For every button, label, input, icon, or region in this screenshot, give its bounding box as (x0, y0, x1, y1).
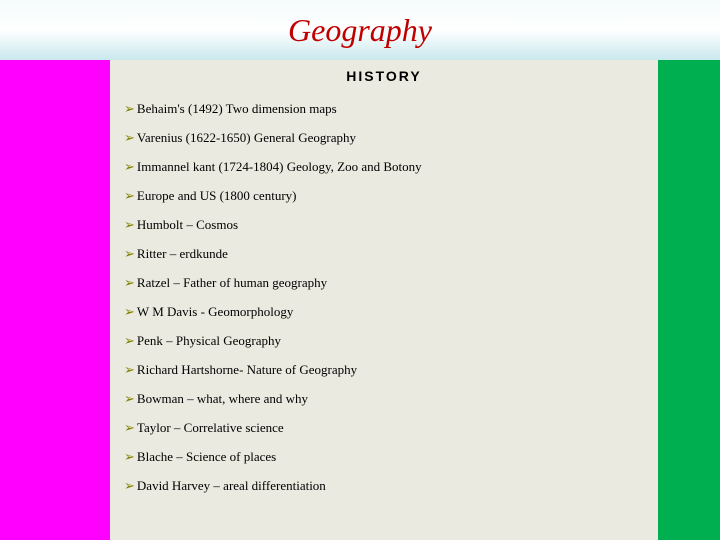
bullet-icon: ➢ (124, 334, 135, 347)
list-item: ➢Varenius (1622-1650) General Geography (124, 123, 644, 152)
slide-container: Geography HISTORY ➢Behaim's (1492) Two d… (0, 0, 720, 540)
list-item: ➢Blache – Science of places (124, 442, 644, 471)
bullet-icon: ➢ (124, 247, 135, 260)
bullet-icon: ➢ (124, 102, 135, 115)
list-item-text: Immannel kant (1724-1804) Geology, Zoo a… (137, 159, 422, 175)
bullet-icon: ➢ (124, 276, 135, 289)
bullet-icon: ➢ (124, 189, 135, 202)
page-title: Geography (288, 12, 432, 49)
list-item-text: Behaim's (1492) Two dimension maps (137, 101, 337, 117)
section-heading: HISTORY (124, 68, 644, 84)
list-item: ➢Immannel kant (1724-1804) Geology, Zoo … (124, 152, 644, 181)
list-item: ➢David Harvey – areal differentiation (124, 471, 644, 500)
list-item: ➢Ritter – erdkunde (124, 239, 644, 268)
list-item-text: Blache – Science of places (137, 449, 276, 465)
bullet-icon: ➢ (124, 421, 135, 434)
list-item: ➢Ratzel – Father of human geography (124, 268, 644, 297)
bullet-icon: ➢ (124, 363, 135, 376)
list-item-text: Europe and US (1800 century) (137, 188, 297, 204)
list-item-text: Richard Hartshorne- Nature of Geography (137, 362, 357, 378)
list-item: ➢Taylor – Correlative science (124, 413, 644, 442)
list-item-text: Taylor – Correlative science (137, 420, 284, 436)
list-item: ➢Bowman – what, where and why (124, 384, 644, 413)
list-item-text: Varenius (1622-1650) General Geography (137, 130, 356, 146)
bullet-icon: ➢ (124, 392, 135, 405)
list-item: ➢W M Davis - Geomorphology (124, 297, 644, 326)
list-item-text: Penk – Physical Geography (137, 333, 281, 349)
header-bar: Geography (0, 0, 720, 60)
list-item-text: Ratzel – Father of human geography (137, 275, 327, 291)
bullet-icon: ➢ (124, 218, 135, 231)
list-item-text: David Harvey – areal differentiation (137, 478, 326, 494)
bullet-icon: ➢ (124, 450, 135, 463)
bullet-icon: ➢ (124, 160, 135, 173)
list-item: ➢Humbolt – Cosmos (124, 210, 644, 239)
bullet-icon: ➢ (124, 305, 135, 318)
list-item: ➢Penk – Physical Geography (124, 326, 644, 355)
history-list: ➢Behaim's (1492) Two dimension maps ➢Var… (124, 94, 644, 500)
list-item-text: Humbolt – Cosmos (137, 217, 238, 233)
right-sidebar (658, 60, 720, 540)
content-panel: HISTORY ➢Behaim's (1492) Two dimension m… (110, 60, 658, 540)
list-item: ➢Europe and US (1800 century) (124, 181, 644, 210)
list-item: ➢Richard Hartshorne- Nature of Geography (124, 355, 644, 384)
list-item-text: W M Davis - Geomorphology (137, 304, 293, 320)
list-item: ➢Behaim's (1492) Two dimension maps (124, 94, 644, 123)
list-item-text: Ritter – erdkunde (137, 246, 228, 262)
left-sidebar (0, 60, 110, 540)
bullet-icon: ➢ (124, 479, 135, 492)
list-item-text: Bowman – what, where and why (137, 391, 308, 407)
body-section: HISTORY ➢Behaim's (1492) Two dimension m… (0, 60, 720, 540)
bullet-icon: ➢ (124, 131, 135, 144)
